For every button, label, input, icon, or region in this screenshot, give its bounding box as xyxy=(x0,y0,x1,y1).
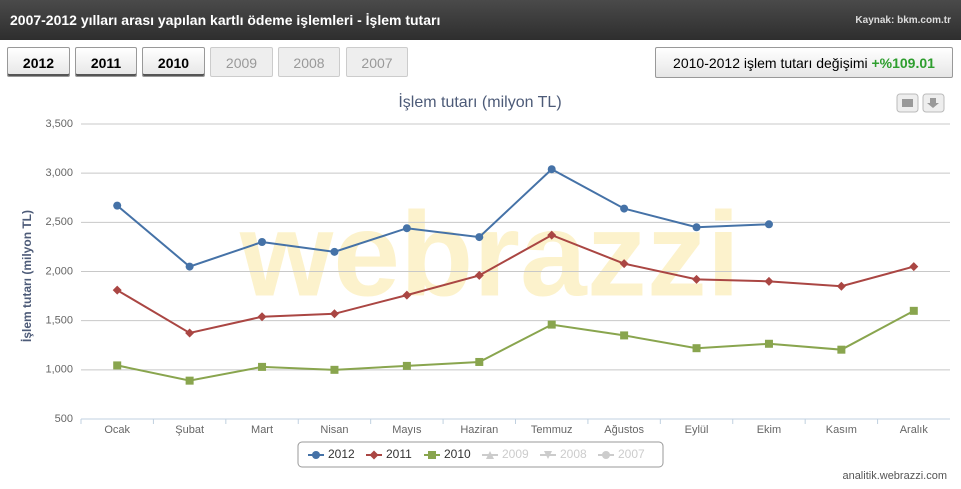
marker xyxy=(837,345,846,354)
marker xyxy=(909,306,918,315)
marker xyxy=(185,328,195,338)
header-title: 2007-2012 yılları arası yapılan kartlı ö… xyxy=(10,12,441,28)
marker xyxy=(369,450,379,460)
y-axis-label: İşlem tutarı (milyon TL) xyxy=(19,210,34,342)
legend-label: 2009 xyxy=(502,447,529,461)
legend-label: 2007 xyxy=(618,447,645,461)
legend-label: 2010 xyxy=(444,447,471,461)
x-tick-label: Mayıs xyxy=(392,424,422,436)
year-button[interactable]: 2007 xyxy=(346,47,408,77)
marker xyxy=(764,276,774,286)
marker xyxy=(620,331,629,340)
source: Kaynak: bkm.com.tr xyxy=(855,15,951,26)
legend-label: 2008 xyxy=(560,447,587,461)
legend-label: 2011 xyxy=(386,447,412,461)
marker xyxy=(475,233,484,242)
marker xyxy=(258,362,267,371)
marker xyxy=(402,361,411,370)
x-tick-label: Eylül xyxy=(685,424,709,436)
marker xyxy=(330,247,339,256)
marker xyxy=(257,312,267,322)
marker xyxy=(764,220,773,229)
marker xyxy=(402,290,412,300)
marker xyxy=(486,451,494,459)
marker xyxy=(544,451,552,459)
marker xyxy=(402,224,411,233)
x-tick-label: Temmuz xyxy=(531,424,573,436)
series-line xyxy=(116,234,915,335)
marker xyxy=(547,230,557,240)
marker xyxy=(112,285,122,295)
marker xyxy=(474,270,484,280)
marker xyxy=(619,259,629,269)
change-button[interactable]: 2010-2012 işlem tutarı değişimi +%109.01 xyxy=(655,47,953,78)
marker xyxy=(330,365,339,374)
year-button[interactable]: 2009 xyxy=(210,47,273,77)
y-tick-label: 3,500 xyxy=(45,118,73,130)
marker xyxy=(620,204,629,213)
series-line xyxy=(116,168,769,268)
marker xyxy=(428,451,436,459)
x-tick-label: Ağustos xyxy=(604,424,644,436)
marker xyxy=(909,262,919,272)
x-tick-label: Nisan xyxy=(320,424,348,436)
toolbar[interactable] xyxy=(896,93,945,113)
marker xyxy=(547,320,556,329)
marker xyxy=(602,451,610,459)
marker xyxy=(312,451,320,459)
marker xyxy=(113,201,122,210)
x-tick-label: Aralık xyxy=(900,424,929,436)
marker xyxy=(547,165,556,174)
marker xyxy=(692,344,701,353)
change-value: +%109.01 xyxy=(871,55,935,71)
x-tick-label: Mart xyxy=(251,424,273,436)
export-glyph xyxy=(927,98,939,108)
y-tick-label: 500 xyxy=(55,413,73,425)
marker xyxy=(113,361,122,370)
marker xyxy=(692,223,701,232)
chart: İşlem tutarı (milyon TL) webrazzi İşlem … xyxy=(19,92,950,468)
watermark: webrazzi xyxy=(239,188,740,322)
legend-label: 2012 xyxy=(328,447,355,461)
print-glyph xyxy=(902,99,913,107)
y-tick-label: 3,000 xyxy=(45,167,73,179)
marker xyxy=(692,274,702,284)
year-button[interactable]: 2010 xyxy=(142,47,205,77)
marker xyxy=(185,262,194,271)
x-tick-label: Haziran xyxy=(460,424,498,436)
change-label: 2010-2012 işlem tutarı değişimi xyxy=(673,55,868,71)
year-button[interactable]: 2012 xyxy=(7,47,70,77)
series-line xyxy=(117,309,915,382)
year-button[interactable]: 2008 xyxy=(278,47,340,77)
marker xyxy=(836,281,846,291)
x-tick-label: Şubat xyxy=(175,424,204,436)
x-tick-label: Ocak xyxy=(104,424,130,436)
marker xyxy=(764,339,773,348)
y-tick-label: 1,000 xyxy=(45,364,73,376)
y-tick-label: 2,500 xyxy=(45,216,73,228)
legend-box xyxy=(297,441,664,468)
legend: 2012 2011 2010 2009 2008 2007 xyxy=(297,441,664,468)
footer: analitik.webrazzi.com xyxy=(842,470,947,482)
marker xyxy=(329,309,339,319)
marker xyxy=(185,376,194,385)
chart-title: İşlem tutarı (milyon TL) xyxy=(398,92,561,111)
header: 2007-2012 yılları arası yapılan kartlı ö… xyxy=(0,0,961,40)
x-tick-label: Ekim xyxy=(757,424,781,436)
year-button[interactable]: 2011 xyxy=(75,47,137,77)
marker xyxy=(475,357,484,366)
y-tick-label: 1,500 xyxy=(45,315,73,327)
marker xyxy=(258,238,267,246)
y-tick-label: 2,000 xyxy=(45,265,73,277)
x-tick-label: Kasım xyxy=(826,424,857,436)
